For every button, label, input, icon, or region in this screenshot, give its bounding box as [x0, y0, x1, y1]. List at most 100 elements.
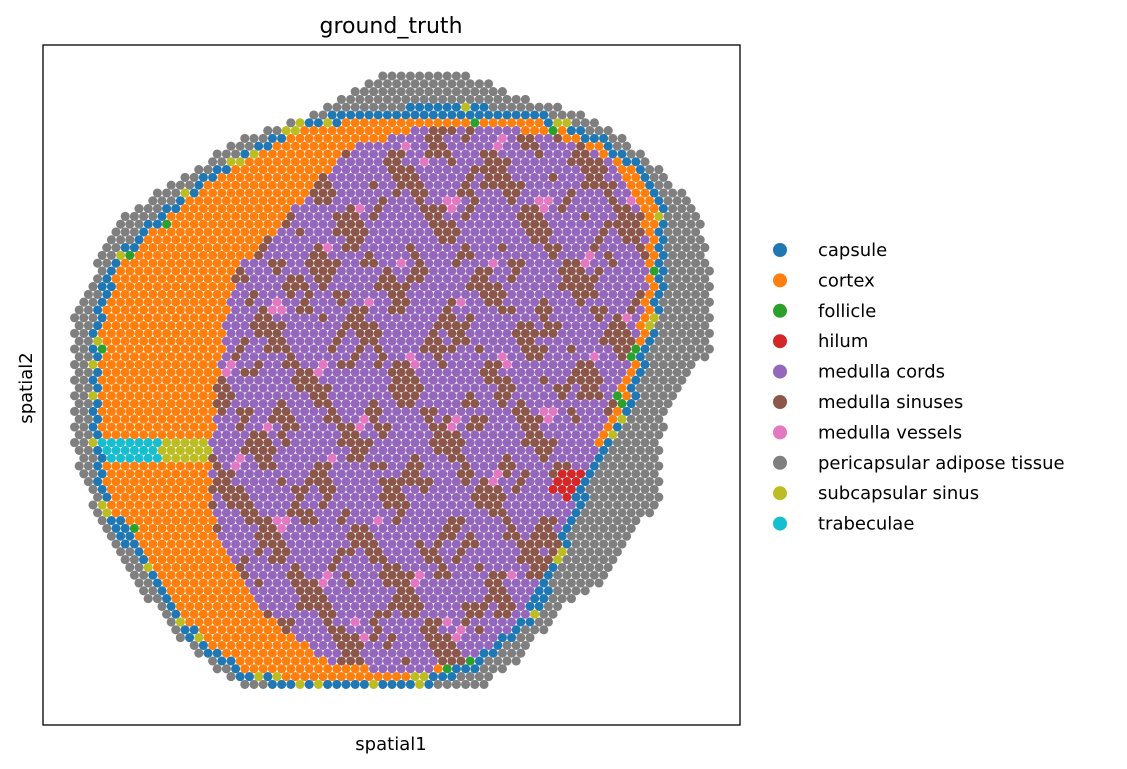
spot-point: [346, 219, 356, 229]
spot-point: [341, 289, 351, 299]
spot-point: [428, 562, 438, 572]
spot-point: [622, 453, 632, 463]
spot-point: [617, 523, 627, 533]
spot-point: [369, 555, 379, 565]
spot-point: [511, 453, 521, 463]
spot-point: [663, 336, 673, 346]
spot-point: [120, 445, 130, 455]
spot-point: [470, 648, 480, 658]
spot-point: [327, 578, 337, 588]
spot-point: [474, 469, 484, 479]
spot-point: [433, 367, 443, 377]
spot-point: [369, 617, 379, 627]
spot-point: [442, 430, 452, 440]
spot-point: [369, 539, 379, 549]
spot-point: [617, 227, 627, 237]
spot-point: [484, 141, 494, 151]
spot-point: [465, 188, 475, 198]
spot-point: [433, 570, 443, 580]
spot-point: [290, 406, 300, 416]
spot-point: [603, 141, 613, 151]
spot-point: [553, 258, 563, 268]
spot-point: [484, 219, 494, 229]
spot-point: [277, 133, 287, 143]
spot-point: [277, 383, 287, 393]
spot-point: [608, 289, 618, 299]
spot-point: [267, 258, 277, 268]
spot-point: [217, 516, 227, 526]
spot-point: [539, 297, 549, 307]
spot-point: [442, 633, 452, 643]
spot-point: [139, 523, 149, 533]
spot-point: [244, 484, 254, 494]
spot-point: [162, 609, 172, 619]
spot-point: [484, 422, 494, 432]
spot-point: [599, 383, 609, 393]
spot-point: [484, 110, 494, 120]
spot-point: [488, 664, 498, 674]
spot-point: [539, 469, 549, 479]
spot-point: [516, 149, 526, 159]
spot-point: [608, 274, 618, 284]
spot-point: [415, 570, 425, 580]
spot-point: [313, 336, 323, 346]
spot-point: [465, 453, 475, 463]
spot-point: [304, 445, 314, 455]
spot-point: [327, 266, 337, 276]
spot-point: [323, 679, 333, 689]
spot-point: [608, 414, 618, 424]
spot-point: [585, 172, 595, 182]
spot-point: [162, 531, 172, 541]
spot-point: [557, 297, 567, 307]
spot-point: [516, 555, 526, 565]
spot-point: [474, 625, 484, 635]
spot-point: [576, 282, 586, 292]
spot-point: [180, 344, 190, 354]
spot-point: [129, 430, 139, 440]
spot-point: [221, 352, 231, 362]
spot-point: [249, 399, 259, 409]
spot-point: [438, 609, 448, 619]
spot-point: [139, 321, 149, 331]
spot-point: [677, 188, 687, 198]
spot-point: [290, 188, 300, 198]
spot-point: [180, 453, 190, 463]
spot-point: [401, 172, 411, 182]
spot-point: [304, 492, 314, 502]
spot-point: [323, 180, 333, 190]
spot-point: [212, 461, 222, 471]
spot-point: [93, 274, 103, 284]
spot-point: [599, 461, 609, 471]
spot-point: [323, 383, 333, 393]
spot-point: [93, 445, 103, 455]
spot-point: [530, 391, 540, 401]
spot-point: [553, 477, 563, 487]
spot-point: [272, 282, 282, 292]
spot-point: [654, 336, 664, 346]
spot-point: [364, 266, 374, 276]
spot-point: [143, 282, 153, 292]
spot-point: [346, 94, 356, 104]
spot-point: [300, 235, 310, 245]
spot-point: [120, 383, 130, 393]
spot-point: [631, 438, 641, 448]
spot-point: [387, 274, 397, 284]
spot-point: [576, 188, 586, 198]
spot-point: [346, 406, 356, 416]
spot-point: [185, 445, 195, 455]
spot-point: [419, 625, 429, 635]
spot-point: [520, 94, 530, 104]
spot-point: [626, 211, 636, 221]
spot-point: [336, 453, 346, 463]
spot-point: [493, 219, 503, 229]
spot-point: [479, 477, 489, 487]
spot-point: [341, 664, 351, 674]
spot-point: [672, 305, 682, 315]
spot-point: [171, 453, 181, 463]
spot-point: [497, 633, 507, 643]
spot-point: [221, 633, 231, 643]
spot-point: [493, 438, 503, 448]
spot-point: [410, 406, 420, 416]
spot-point: [479, 352, 489, 362]
spot-point: [447, 375, 457, 385]
